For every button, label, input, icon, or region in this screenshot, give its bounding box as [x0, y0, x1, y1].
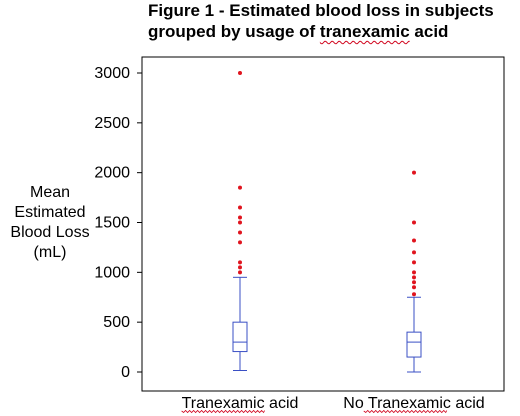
y-axis-label-line-4: (mL) [33, 244, 67, 261]
outlier-point [412, 170, 416, 175]
outlier-point [238, 260, 242, 265]
outlier-point [412, 260, 416, 265]
y-tick-label: 0 [121, 364, 130, 381]
outlier-point [412, 275, 416, 280]
outlier-point [412, 292, 416, 297]
outlier-point [412, 250, 416, 255]
chart-title-line-2-prefix: grouped by usage of [148, 22, 320, 41]
outlier-point [412, 280, 416, 285]
box-series [232, 71, 422, 373]
y-axis-label: Mean Estimated Blood Loss (mL) [0, 183, 100, 263]
outlier-point [412, 238, 416, 243]
x-category-label: No Tranexamic acid [343, 395, 484, 412]
box-group-1 [232, 71, 248, 372]
y-axis-label-line-2: Estimated [14, 204, 86, 221]
interquartile-box [406, 331, 422, 358]
interquartile-box [232, 321, 248, 353]
outlier-point [238, 270, 242, 275]
y-axis: 0 500 1000 1500 2000 2500 3000 [94, 65, 142, 381]
outlier-point [238, 71, 242, 75]
box-group-2 [406, 170, 422, 373]
outlier-point [238, 215, 242, 220]
chart-title-line-2: grouped by usage of tranexamic acid [148, 21, 508, 42]
outlier-point [412, 270, 416, 275]
spellcheck-squiggle [363, 409, 448, 414]
outlier-point [238, 220, 242, 225]
y-tick-label: 2500 [94, 115, 130, 132]
chart-title: Figure 1 - Estimated blood loss in subje… [148, 0, 508, 42]
chart-title-line-2-suffix: acid [409, 22, 449, 41]
y-tick-label: 2000 [94, 165, 130, 182]
y-axis-label-line-3: Blood Loss [10, 224, 90, 241]
outlier-point [412, 220, 416, 225]
outlier-point [238, 240, 242, 245]
outlier-point [238, 230, 242, 235]
outlier-point [412, 285, 416, 290]
spellcheck-squiggle [181, 409, 265, 414]
y-tick-label: 3000 [94, 65, 130, 82]
y-tick-label: 1500 [94, 215, 130, 232]
outlier-point [238, 185, 242, 190]
plot-frame [141, 56, 505, 392]
chart-title-line-2-word: tranexamic [319, 22, 410, 41]
y-axis-label-line-1: Mean [29, 184, 71, 201]
outlier-point [238, 265, 242, 270]
x-axis-categories: Tranexamic acid No Tranexamic acid [181, 395, 485, 414]
y-tick-label: 500 [103, 314, 130, 331]
y-tick-label: 1000 [94, 264, 130, 281]
chart-title-line-1: Figure 1 - Estimated blood loss in subje… [148, 1, 494, 20]
outlier-point [238, 205, 242, 210]
x-category-label: Tranexamic acid [182, 395, 299, 412]
